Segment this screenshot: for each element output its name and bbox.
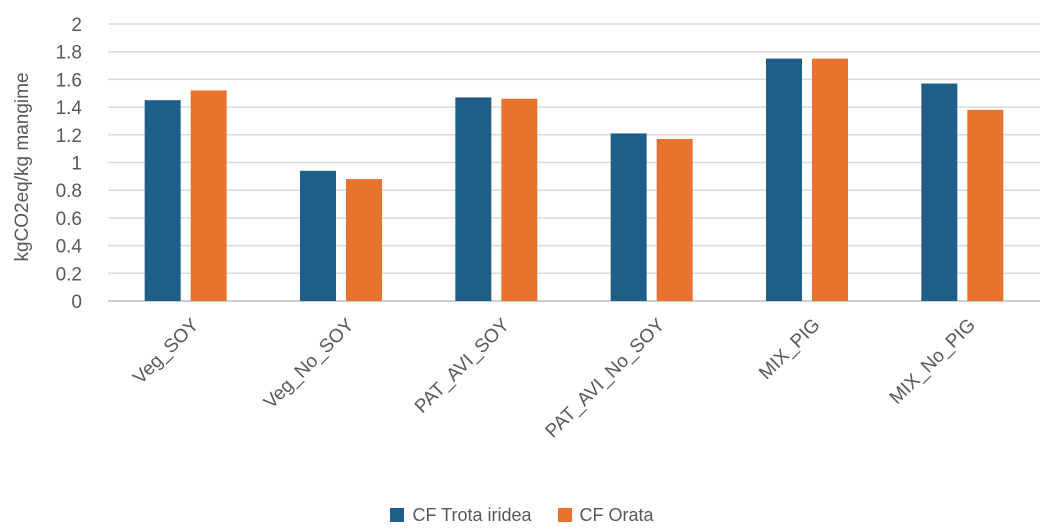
x-tick-label: Veg_SOY [129, 314, 203, 388]
legend-label-orata: CF Orata [579, 504, 654, 525]
bars [144, 58, 1004, 302]
legend: CF Trota iridea CF Orata [0, 504, 1044, 526]
x-axis-ticks: Veg_SOY Veg_No_SOY PAT_AVI_SOY PAT_AVI_No_S… [129, 314, 980, 442]
y-tick-label: 1.6 [56, 70, 82, 91]
y-tick-label: 0.8 [56, 181, 82, 202]
y-tick-label: 1 [71, 154, 82, 175]
x-tick-label: PAT_AVI_SOY [411, 314, 514, 417]
x-tick-label: Veg_No_SOY [260, 314, 359, 413]
bar-orata-mix-pig [812, 58, 848, 301]
y-tick-label: 1.8 [56, 43, 82, 64]
bar-trota-mix-no-pig [921, 83, 958, 302]
bar-orata-pat-avi-soy [501, 98, 538, 301]
y-tick-label: 0 [71, 292, 82, 313]
y-tick-label: 0.6 [56, 209, 82, 230]
x-tick-label: PAT_AVI_No_SOY [542, 314, 670, 442]
bar-trota-mix-pig [766, 58, 802, 301]
y-tick-label: 1.4 [56, 98, 83, 119]
x-tick-label: MIX_No_PIG [886, 315, 980, 409]
bar-orata-veg-no-soy [346, 179, 382, 301]
bar-orata-pat-avi-no-soy [656, 138, 693, 301]
legend-swatch-orata [557, 508, 572, 522]
bar-orata-veg-soy [190, 90, 227, 301]
y-tick-label: 0.2 [56, 264, 82, 285]
x-tick-label: MIX_PIG [755, 315, 824, 384]
y-tick-label: 0.4 [56, 237, 83, 258]
bar-trota-veg-no-soy [300, 170, 336, 301]
y-tick-label: 2 [71, 15, 82, 36]
legend-item-orata: CF Orata [557, 504, 654, 526]
bar-orata-mix-no-pig [967, 109, 1004, 302]
bar-trota-pat-avi-soy [455, 97, 492, 301]
legend-item-trota: CF Trota iridea [390, 504, 532, 526]
bar-trota-pat-avi-no-soy [610, 133, 647, 301]
y-axis-ticks: 0 0.2 0.4 0.6 0.8 1 1.2 1.4 1.6 1.8 2 [56, 15, 83, 313]
legend-label-trota: CF Trota iridea [412, 504, 532, 525]
legend-swatch-trota [390, 508, 405, 522]
y-tick-label: 1.2 [56, 126, 82, 147]
bar-trota-veg-soy [144, 100, 181, 301]
gridlines [108, 23, 1040, 302]
bar-chart: 0 0.2 0.4 0.6 0.8 1 1.2 1.4 1.6 1.8 2 Veg_SOY Veg_N… [12, 15, 1040, 442]
y-axis-label: kgCO2eq/kg mangime [12, 72, 33, 261]
